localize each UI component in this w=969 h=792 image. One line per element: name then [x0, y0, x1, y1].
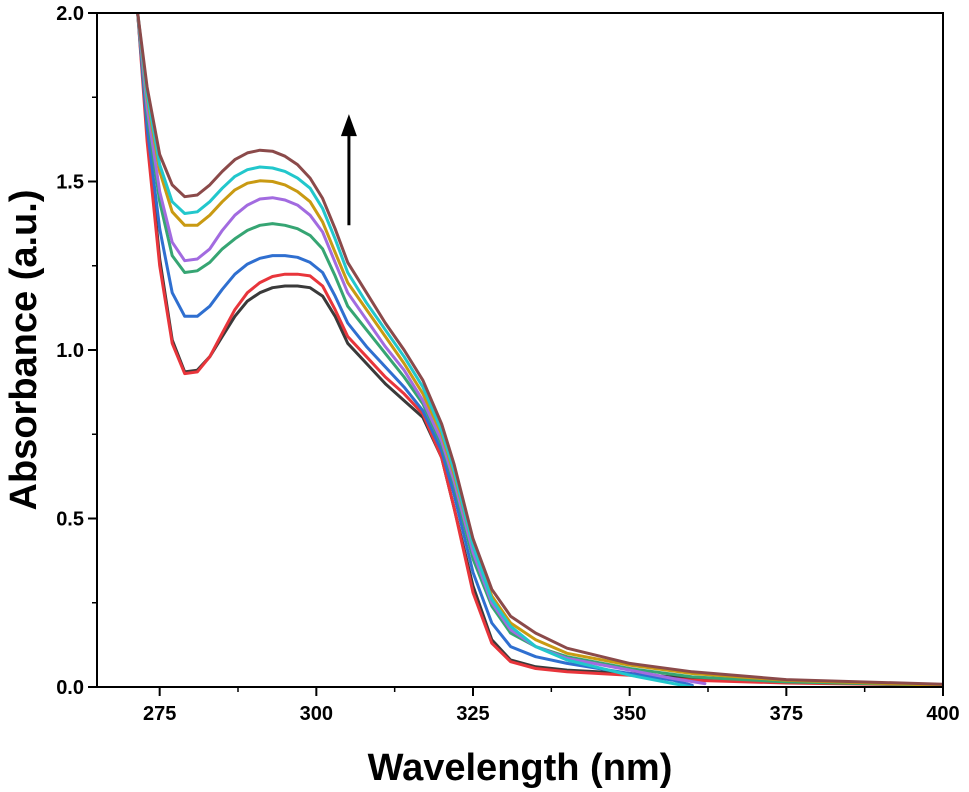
x-tick-label: 400	[926, 703, 959, 725]
arrow-up-icon	[340, 114, 357, 137]
series-line-3	[136, 13, 694, 687]
x-tick-label: 325	[456, 703, 489, 725]
series-line-7	[136, 13, 694, 687]
series-line-8	[136, 13, 943, 686]
y-tick-label: 1.5	[56, 172, 84, 194]
series-line-6	[136, 13, 943, 687]
series-line-4	[136, 13, 943, 687]
x-tick-label: 350	[613, 703, 646, 725]
y-tick-label: 2.0	[56, 3, 84, 25]
x-tick-label: 275	[143, 703, 176, 725]
x-tick-label: 375	[770, 703, 803, 725]
x-tick-label: 300	[300, 703, 333, 725]
series-line-5	[136, 13, 707, 686]
y-tick-label: 1.0	[56, 340, 84, 362]
x-axis-title: Wavelength (nm)	[368, 747, 673, 789]
ticks-layer: 275 300 325 350 375 400 0.0 0.5 1.0 1.5 2.0	[56, 3, 960, 725]
y-tick-label: 0.0	[56, 677, 84, 699]
series-layer	[136, 13, 943, 687]
plot-frame	[96, 12, 944, 688]
series-line-2	[136, 13, 943, 687]
series-line-1	[136, 13, 943, 687]
annotation-layer	[340, 114, 357, 226]
y-tick-label: 0.5	[56, 509, 84, 531]
y-axis-title: Absorbance (a.u.)	[3, 190, 45, 511]
